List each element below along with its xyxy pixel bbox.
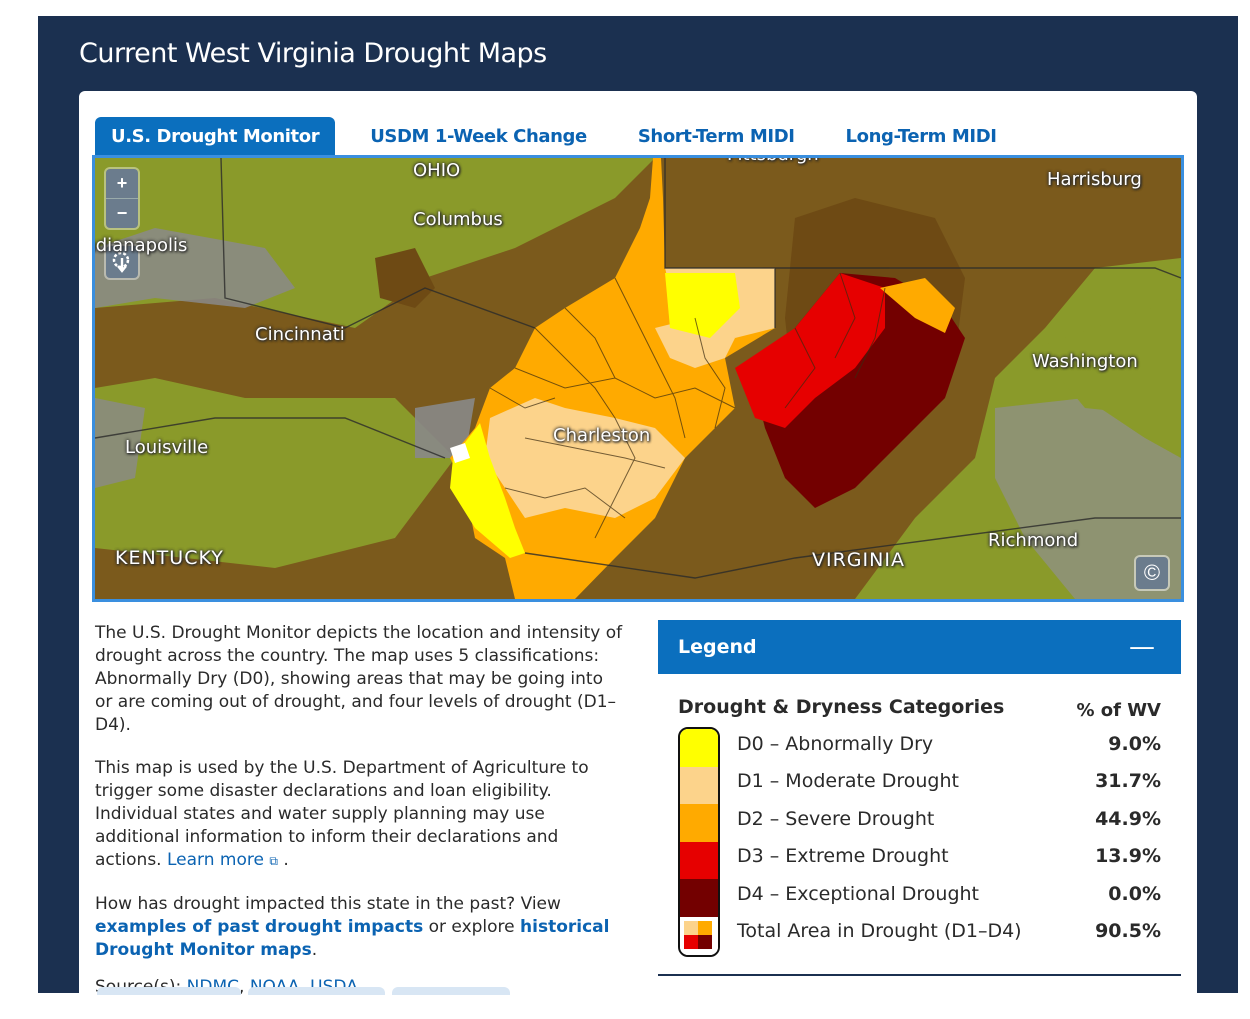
legend-row-percent: 13.9% (1095, 845, 1161, 867)
legend-category-header: Drought & Dryness Categories (678, 696, 1005, 718)
description-paragraph-1: The U.S. Drought Monitor depicts the loc… (95, 623, 623, 735)
map-label-virginia: VIRGINIA (812, 549, 905, 571)
download-gear-icon (112, 251, 130, 273)
map-label-harrisburg: Harrisburg (1047, 169, 1142, 190)
legend-row-label: D1 – Moderate Drought (737, 770, 959, 792)
tab-us-drought-monitor[interactable]: U.S. Drought Monitor (95, 117, 336, 155)
swatch-d0 (680, 729, 718, 767)
past-impacts-link[interactable]: examples of past drought impacts (95, 917, 424, 937)
tab-usdm-1-week-change[interactable]: USDM 1-Week Change (370, 126, 587, 147)
download-map-button[interactable] (106, 246, 138, 278)
legend-row-label: Total Area in Drought (D1–D4) (737, 920, 1022, 942)
map-card: U.S. Drought Monitor USDM 1-Week Change … (79, 91, 1197, 997)
legend-row-percent: 90.5% (1095, 920, 1161, 942)
bottom-button-1[interactable] (97, 987, 241, 995)
explore-text: or explore (428, 917, 515, 937)
map-description: The U.S. Drought Monitor depicts the loc… (95, 622, 625, 1019)
legend-header[interactable]: Legend — (658, 620, 1181, 674)
legend-row-percent: 31.7% (1095, 770, 1161, 792)
map-label-charleston: Charleston (553, 425, 651, 446)
drought-maps-panel: Current West Virginia Drought Maps U.S. … (38, 16, 1238, 997)
bottom-button-2[interactable] (248, 987, 385, 995)
tab-long-term-midi[interactable]: Long-Term MIDI (845, 126, 997, 147)
legend-row-percent: 9.0% (1108, 733, 1161, 755)
description-paragraph-3: How has drought impacted this state in t… (95, 893, 625, 962)
map-label-pittsburgh: Pittsburgh (727, 158, 819, 165)
zoom-control: + − (106, 169, 138, 228)
paragraph-3-period: . (311, 940, 318, 960)
legend-row-total: Total Area in Drought (D1–D4) 90.5% (737, 920, 1161, 957)
map-label-richmond: Richmond (988, 530, 1079, 551)
legend-row-label: D2 – Severe Drought (737, 808, 935, 830)
legend-color-swatches (678, 727, 720, 957)
historical-maps-link[interactable]: historical Drought Monitor maps (95, 917, 610, 960)
drought-map-graphic (95, 158, 1181, 599)
map-label-kentucky: KENTUCKY (115, 547, 224, 569)
tab-short-term-midi[interactable]: Short-Term MIDI (637, 126, 795, 147)
legend-row-d0: D0 – Abnormally Dry 9.0% (737, 733, 1161, 770)
description-paragraph-2-text: This map is used by the U.S. Department … (95, 758, 589, 870)
swatch-d4 (680, 879, 718, 917)
legend-row-percent: 44.9% (1095, 808, 1161, 830)
map-label-columbus: Columbus (413, 209, 503, 230)
map-label-louisville: Louisville (125, 437, 209, 458)
paragraph-2-period: . (283, 850, 289, 870)
external-link-icon: ⧉ (269, 854, 278, 868)
legend-percent-header: % of WV (1076, 700, 1161, 721)
legend-row-label: D0 – Abnormally Dry (737, 733, 934, 755)
swatch-d2 (680, 804, 718, 842)
zoom-in-button[interactable]: + (106, 169, 138, 199)
map-label-cincinnati: Cincinnati (255, 324, 345, 345)
map-label-indianapolis: Indianapolis (95, 235, 188, 256)
description-paragraph-2: This map is used by the U.S. Department … (95, 757, 625, 873)
legend-collapse-button[interactable]: — (1129, 632, 1155, 662)
swatch-d1 (680, 766, 718, 805)
legend-row-d4: D4 – Exceptional Drought 0.0% (737, 883, 1161, 920)
page-title: Current West Virginia Drought Maps (79, 38, 547, 69)
map-label-washington: Washington (1032, 351, 1138, 372)
legend-row-label: D4 – Exceptional Drought (737, 883, 980, 905)
legend-body: Drought & Dryness Categories % of WV (658, 674, 1181, 976)
legend-panel: Legend — Drought & Dryness Categories % … (658, 620, 1181, 976)
swatch-d3 (680, 841, 718, 880)
copyright-button[interactable]: © (1136, 557, 1168, 589)
zoom-out-button[interactable]: − (116, 203, 128, 223)
swatch-total (680, 916, 718, 955)
bottom-button-3[interactable] (392, 987, 510, 995)
map-label-ohio: OHIO (413, 160, 461, 181)
drought-map[interactable]: + − © OHIO Columbus Pittsburgh Harrisbur… (92, 155, 1184, 602)
legend-row-percent: 0.0% (1108, 883, 1161, 905)
map-tabs: U.S. Drought Monitor USDM 1-Week Change … (95, 117, 1032, 155)
past-impacts-text: How has drought impacted this state in t… (95, 894, 561, 914)
legend-row-d3: D3 – Extreme Drought 13.9% (737, 845, 1161, 882)
copyright-icon: © (1143, 560, 1161, 585)
legend-row-label: D3 – Extreme Drought (737, 845, 949, 867)
legend-row-d2: D2 – Severe Drought 44.9% (737, 808, 1161, 845)
legend-row-d1: D1 – Moderate Drought 31.7% (737, 770, 1161, 807)
legend-title: Legend (678, 636, 757, 658)
learn-more-link[interactable]: Learn more ⧉ (167, 850, 278, 870)
